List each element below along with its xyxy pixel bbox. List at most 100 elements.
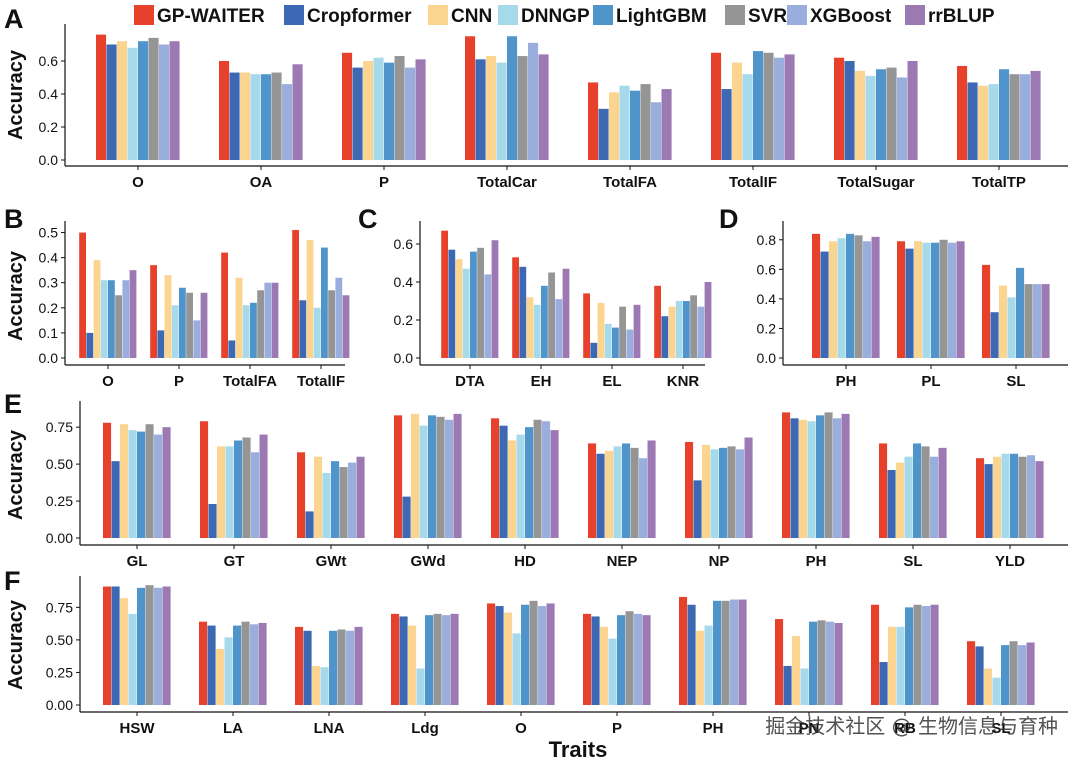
panel-b-bar — [150, 265, 157, 358]
panel-c-bar — [491, 240, 499, 358]
panel-f-bar — [608, 638, 617, 705]
panel-c-bar — [619, 306, 626, 358]
panel-b-bar — [313, 307, 321, 358]
panel-c-bar — [668, 306, 676, 358]
panel-f-bar — [809, 621, 818, 705]
panel-a-category-label: TotalIF — [729, 174, 777, 191]
panel-b-bar — [193, 320, 201, 358]
panel-a-bar — [844, 61, 855, 160]
panel-f-bar — [312, 665, 321, 705]
panel-f-bar — [521, 604, 530, 705]
panel-d-category-label: PL — [921, 373, 940, 390]
panel-e-bar — [508, 440, 517, 538]
panel-e-bar — [1010, 453, 1019, 538]
legend-swatch-2 — [428, 5, 448, 25]
panel-a-bar — [1030, 70, 1041, 160]
panel-b-ylabel: Accuracy — [5, 250, 27, 341]
panel-f-bar — [617, 615, 626, 705]
panel-e-bar — [1018, 456, 1027, 538]
panel-c-plot: 0.0 0.2 0.4 0.6 DTA EH EL KNR — [394, 221, 712, 390]
panel-a-bar — [496, 62, 507, 160]
panel-e-bar — [930, 456, 939, 538]
panel-a-bar — [261, 74, 272, 160]
panel-a-bar — [394, 56, 405, 160]
panel-f-category-label: PN — [799, 720, 820, 737]
panel-b-bar — [93, 260, 101, 358]
panel-e-bar — [790, 418, 799, 538]
panel-e-category-label: NEP — [607, 553, 638, 570]
panel-f-bar — [512, 633, 521, 705]
panel-e-bar — [727, 446, 736, 538]
panel-a-category-label: TotalCar — [477, 174, 537, 191]
panel-e-bar — [314, 456, 323, 538]
panel-a-ytick-label: 0.6 — [39, 53, 59, 69]
panel-e-bar — [453, 413, 462, 538]
panel-c-bar — [590, 342, 598, 358]
panel-b-bar — [122, 280, 130, 358]
panel-c-ytick-label: 0.4 — [394, 274, 414, 290]
panel-a-bar — [117, 41, 128, 161]
panel-f-bar — [738, 599, 747, 705]
legend: GP-WAITER Cropformer CNN DNNGP LightGBM SVR XG… — [134, 5, 995, 27]
panel-c-bar — [583, 293, 590, 358]
panel-b: B Accuracy 0.0 0.1 0.2 0.3 0.4 0.5 O P TotalFA To… — [4, 204, 350, 390]
panel-f-bar — [120, 598, 129, 705]
panel-e-bar — [816, 415, 825, 538]
panel-e-bar — [647, 440, 656, 538]
panel-f-category-label: RB — [894, 720, 916, 737]
panel-a-ytick-label: 0.2 — [39, 119, 59, 135]
panel-b-ytick-label: 0.0 — [39, 350, 59, 366]
panel-a-bar — [528, 42, 539, 160]
panel-d-bar — [990, 312, 999, 358]
panel-f-bar — [103, 586, 112, 705]
panel-f-bar — [337, 629, 346, 705]
panel-f-category-label: O — [515, 720, 527, 737]
panel-e-bar — [904, 456, 913, 538]
panel-f: F Accuracy 0.00 0.25 0.50 0.75 HSW LA LNA Ldg O P… — [4, 566, 1068, 737]
panel-a-bar — [630, 90, 641, 160]
panel-f-bar — [1009, 641, 1018, 705]
panel-f-letter: F — [4, 566, 21, 596]
panel-a-category-label: TotalFA — [603, 174, 657, 191]
panel-f-bar — [634, 613, 643, 705]
panel-e-bar — [550, 430, 559, 538]
panel-a-bar — [169, 41, 180, 161]
panel-d-plot: 0.0 0.2 0.4 0.6 0.8 PH PL SL — [757, 221, 1068, 390]
panel-f-bar — [303, 630, 312, 705]
panel-c-category-label: DTA — [455, 373, 485, 390]
panel-f-bar — [1001, 645, 1010, 705]
panel-c-bar — [512, 257, 519, 358]
panel-c-category-label: EH — [531, 373, 552, 390]
panel-f-ytick-label: 0.00 — [46, 697, 73, 713]
panel-a-bar — [588, 82, 599, 160]
panel-f-bar — [320, 667, 329, 705]
panel-e-bar — [596, 453, 605, 538]
panel-a-bar — [271, 72, 282, 160]
panel-e-bar — [710, 449, 719, 538]
panel-a-bar — [219, 61, 230, 160]
panel-d-bar — [812, 233, 821, 358]
panel-e-bar — [542, 421, 551, 538]
panel-b-ytick-label: 0.4 — [39, 250, 59, 266]
panel-d-bar — [956, 241, 965, 358]
panel-e-bar — [702, 444, 711, 538]
panel-b-bar — [157, 330, 165, 358]
panel-a-bar — [507, 36, 518, 160]
panel-c-bar — [683, 301, 690, 358]
panel-e-category-label: GWt — [316, 553, 347, 570]
panel-c-bar — [604, 323, 612, 358]
panel-e-bar — [1001, 453, 1010, 538]
panel-b-bar — [228, 340, 236, 358]
panel-a-bar — [538, 54, 549, 160]
panel-a-bar — [96, 34, 107, 160]
panel-f-bar — [487, 603, 496, 705]
panel-f-bar — [529, 600, 538, 705]
panel-a-bar — [753, 51, 764, 160]
panel-e-bar — [744, 437, 753, 538]
watermark-text: 掘金技术社区 @ 生物信息与育种 — [765, 714, 1058, 738]
panel-f-category-label: P — [612, 720, 622, 737]
panel-d-category-label: SL — [1006, 373, 1025, 390]
legend-label-1: Cropformer — [307, 6, 412, 27]
panel-b-ytick-label: 0.5 — [39, 225, 59, 241]
